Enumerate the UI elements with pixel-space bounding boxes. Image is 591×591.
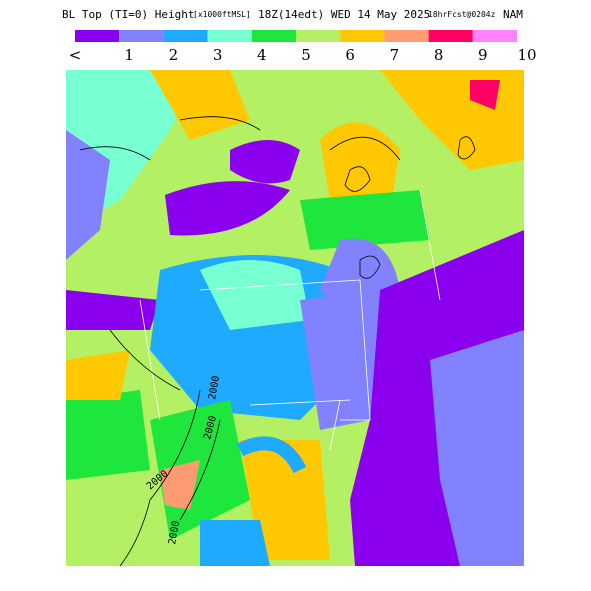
legend-swatch [472, 30, 517, 42]
legend-swatch [251, 30, 296, 42]
model: NAM [503, 8, 523, 21]
legend-swatch [119, 30, 164, 42]
legend-swatch [428, 30, 473, 42]
legend-label: 6 [345, 46, 355, 64]
legend-label: 10 [517, 46, 536, 64]
legend-swatch [163, 30, 208, 42]
legend-swatch [384, 30, 429, 42]
valid-time: 18Z(14edt) WED 14 May 2025 [258, 8, 430, 21]
units: [x1000ftMSL] [193, 10, 251, 19]
legend-swatch [75, 30, 120, 42]
legend-swatch [340, 30, 385, 42]
legend-label: 9 [478, 46, 488, 64]
legend-label: 7 [390, 46, 400, 64]
legend-label: 1 [124, 46, 134, 64]
legend-swatch [207, 30, 252, 42]
legend-swatch [296, 30, 341, 42]
legend-label: 3 [213, 46, 223, 64]
legend-label: 8 [434, 46, 444, 64]
contour-label: 2000 [167, 520, 182, 546]
legend-label: 2 [169, 46, 179, 64]
map-title: BL Top (TI=0) Height [62, 8, 194, 21]
forecast: 18hrFcst@0204z [428, 10, 496, 19]
legend-label: 4 [257, 46, 267, 64]
legend-label: < [69, 46, 82, 64]
contour-label: 2000 [207, 375, 222, 401]
color-legend: <1 2 3 4 5 6 7 8 9 10 [69, 30, 537, 64]
legend-label: 5 [301, 46, 311, 64]
